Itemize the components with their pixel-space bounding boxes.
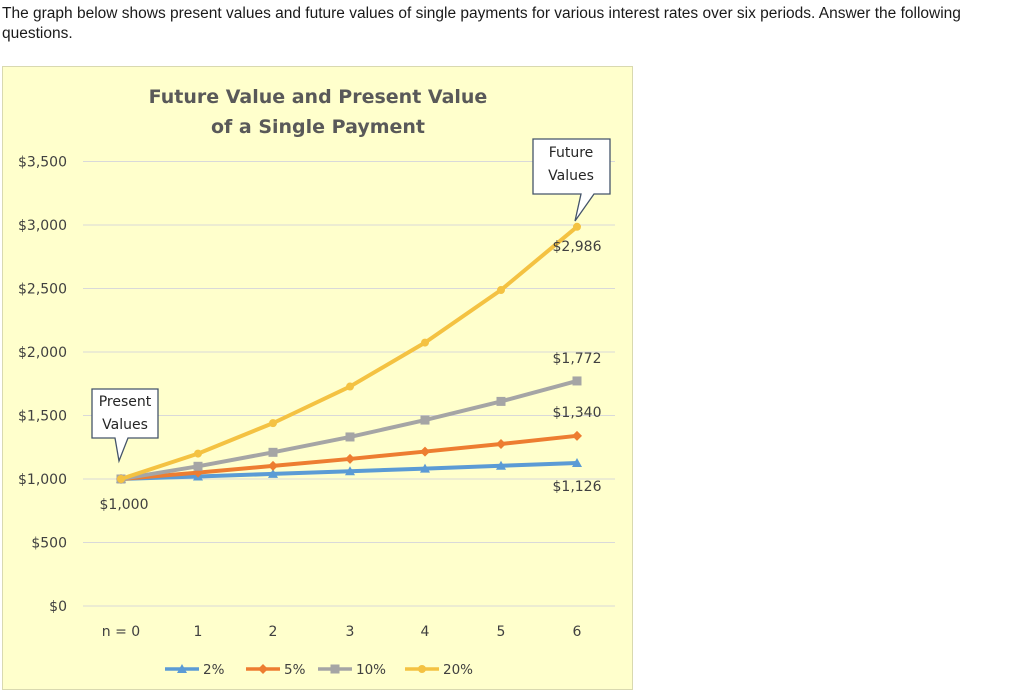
x-tick-label: n = 0 [102,624,140,640]
data-point [268,447,278,457]
end-value-label: $2,986 [553,239,602,255]
y-tick-label: $3,500 [18,155,67,171]
data-point [496,396,506,406]
y-axis-ticks: $0 $500 $1,000 $1,500 $2,000 $2,500 $3,000 $3,5… [18,155,67,616]
future-callout-line-1: Future [549,145,594,161]
legend-label: 5% [284,662,306,678]
data-point [420,463,430,473]
end-value-label: $1,340 [553,405,602,421]
x-tick-label: 4 [421,624,430,640]
legend-item: 10% [318,662,386,678]
end-value-label: $1,772 [553,351,602,367]
chart-title-line-1: Future Value and Present Value [149,86,488,108]
chart-title-line-2: of a Single Payment [211,116,425,138]
data-point [345,466,355,476]
data-point [497,286,505,295]
legend-label: 20% [443,662,473,678]
legend-swatch-marker [258,664,268,674]
data-point [496,438,506,449]
data-point [572,457,582,467]
x-tick-label: 1 [194,624,203,640]
data-point [496,460,506,470]
end-value-label: $1,126 [553,479,602,495]
x-tick-label: 2 [269,624,278,640]
present-callout-box [91,388,159,464]
legend-item: 2% [165,662,225,678]
present-callout-line-1: Present [99,394,152,410]
chart-panel: $0 $500 $1,000 $1,500 $2,000 $2,500 $3,000 $3,5… [2,66,633,690]
data-labels: $2,986 $1,772 $1,340 $1,126 $1,000 [100,239,602,513]
line-chart: $0 $500 $1,000 $1,500 $2,000 $2,500 $3,000 $3,5… [18,86,615,678]
future-callout-line-2: Values [548,168,594,184]
data-point [268,468,278,478]
data-point [346,382,354,391]
present-callout-line-2: Values [102,417,148,433]
legend-item: 5% [246,662,306,678]
data-point [194,449,202,458]
y-tick-label: $500 [31,536,67,552]
x-axis-ticks: n = 0 1 2 3 4 5 6 [102,624,582,640]
y-tick-label: $0 [49,599,67,615]
series-20pct [117,222,581,483]
future-values-callout: Future Values [532,138,611,222]
x-tick-label: 5 [497,624,506,640]
legend-swatch-marker [418,665,426,673]
x-tick-label: 6 [573,624,582,640]
y-tick-label: $1,000 [18,472,67,488]
data-point [345,432,355,442]
start-value-label: $1,000 [100,497,149,513]
legend-swatch-marker [177,664,187,673]
data-point [345,453,355,464]
data-point [193,461,203,471]
legend-label: 2% [203,662,225,678]
y-tick-label: $2,500 [18,282,67,298]
series-lines [116,222,582,484]
legend-swatch-marker [330,664,340,674]
legend-item: 20% [405,662,473,678]
legend-label: 10% [356,662,386,678]
data-point [572,430,582,441]
data-point [421,338,429,347]
y-tick-label: $1,500 [18,409,67,425]
data-point [268,460,278,471]
data-point [269,419,277,428]
x-tick-label: 3 [346,624,355,640]
series-10pct [116,376,582,484]
data-point [117,475,125,483]
y-tick-label: $3,000 [18,218,67,234]
data-point [573,222,581,231]
legend: 2% 5% 10% 20% [165,662,473,678]
data-point [572,376,582,386]
data-point [420,446,430,457]
data-point [420,415,430,425]
y-tick-label: $2,000 [18,345,67,361]
future-callout-box [532,138,611,222]
present-values-callout: Present Values [91,388,159,464]
question-text: The graph below shows present values and… [2,5,961,42]
